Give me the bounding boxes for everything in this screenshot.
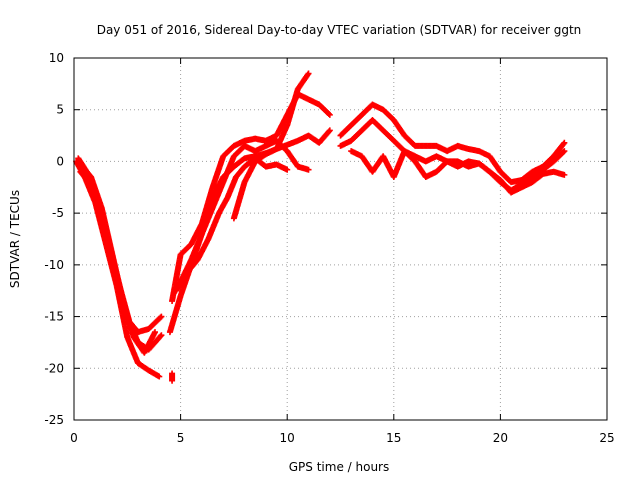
- series-arc-13: [348, 148, 568, 196]
- data-point: [158, 313, 165, 320]
- y-tick-label: 5: [56, 103, 64, 117]
- data-point: [284, 166, 291, 173]
- x-tick-label: 5: [177, 431, 185, 445]
- series-arc-5: [169, 370, 176, 384]
- y-tick-label: -10: [44, 258, 64, 272]
- x-tick-label: 25: [599, 431, 614, 445]
- series-arc-9: [181, 155, 291, 279]
- data-point: [326, 127, 333, 134]
- series-arc-11: [337, 101, 568, 186]
- plot-frame: [73, 57, 608, 421]
- data-point: [152, 329, 159, 336]
- data-point: [157, 333, 164, 340]
- x-tick-label: 20: [493, 431, 508, 445]
- x-tick-label: 10: [280, 431, 295, 445]
- data-point: [325, 128, 332, 135]
- data-point: [169, 377, 176, 384]
- y-tick-label: -5: [52, 206, 64, 220]
- x-tick-label: 15: [386, 431, 401, 445]
- y-axis-label: SDTVAR / TECUs: [8, 190, 22, 288]
- data-point: [158, 332, 165, 339]
- series-arc-7: [169, 91, 333, 305]
- chart-title: Day 051 of 2016, Sidereal Day-to-day VTE…: [97, 23, 582, 37]
- y-tick-label: -20: [44, 361, 64, 375]
- y-tick-label: -25: [44, 413, 64, 427]
- data-point: [156, 373, 163, 380]
- data-point: [561, 171, 568, 178]
- y-tick-label: -15: [44, 310, 64, 324]
- data-point: [560, 149, 567, 156]
- data-point: [157, 314, 164, 321]
- series-arc-10: [230, 127, 333, 222]
- data-point: [325, 110, 332, 117]
- data-point: [305, 166, 312, 173]
- y-tick-label: 0: [56, 154, 64, 168]
- data-points: [73, 70, 568, 384]
- data-point: [326, 111, 333, 118]
- x-tick-label: 0: [70, 431, 78, 445]
- y-tick-labels: 10 5 0 -5 -10 -15 -20 -25: [44, 51, 64, 427]
- data-point: [561, 139, 568, 146]
- data-point: [561, 148, 568, 155]
- data-point: [305, 70, 312, 77]
- y-tick-label: 10: [49, 51, 64, 65]
- x-axis-label: GPS time / hours: [289, 460, 390, 474]
- x-tick-labels: 0 5 10 15 20 25: [70, 431, 614, 445]
- series-arc-4: [79, 163, 159, 356]
- data-point: [560, 140, 567, 147]
